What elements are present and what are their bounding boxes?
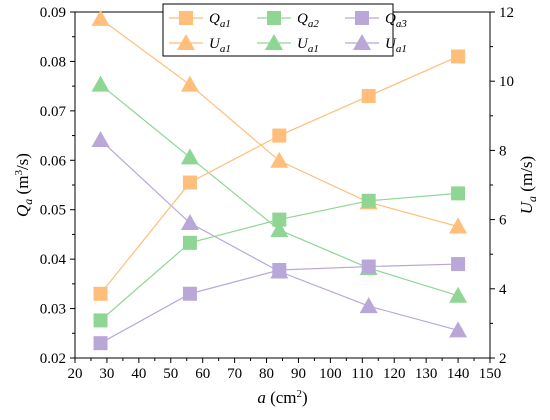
legend-marker: [179, 11, 193, 25]
y-left-tick-label: 0.05: [40, 203, 66, 219]
series-qa1-0: [93, 49, 466, 301]
data-point: [91, 75, 110, 92]
series-qa2-1: [93, 186, 466, 328]
legend-item: Ua1: [169, 34, 231, 55]
x-tick-label: 30: [99, 366, 114, 382]
y-right-tick-label: 10: [499, 74, 514, 90]
legend-label: Ua1: [385, 36, 407, 55]
data-point: [180, 148, 199, 165]
y-left-tick-label: 0.04: [40, 252, 67, 268]
legend-label: Qa1: [209, 11, 231, 30]
data-point: [272, 263, 287, 278]
x-tick-label: 40: [131, 366, 146, 382]
data-point: [180, 75, 199, 92]
legend-item: Ua1: [257, 34, 319, 55]
legend-item: Qa1: [169, 11, 231, 30]
legend: Qa1 Qa2 Qa3 Ua1 Ua1 Ua1: [162, 3, 407, 57]
y-left-tick-label: 0.02: [40, 351, 66, 367]
data-point: [449, 286, 468, 303]
y-left-tick-label: 0.08: [40, 54, 66, 70]
data-point: [361, 193, 376, 208]
legend-marker: [353, 34, 371, 50]
y-right-tick-label: 8: [499, 143, 507, 159]
series-line: [100, 55, 459, 295]
y-left-axis-title: Qa (m3/s): [13, 153, 35, 217]
legend-item: Qa2: [257, 11, 319, 30]
plot-frame: [74, 11, 491, 359]
data-point: [272, 128, 287, 143]
y-right-tick-label: 4: [499, 282, 507, 298]
data-point: [93, 286, 108, 301]
y-left-tick-label: 0.03: [40, 302, 66, 318]
x-tick-label: 90: [291, 366, 306, 382]
x-tick-label: 120: [383, 366, 406, 382]
y-right-tick-label: 2: [499, 351, 507, 367]
y-left-tick-label: 0.06: [40, 153, 67, 169]
data-point: [91, 9, 110, 26]
x-tick-label: 150: [479, 366, 502, 382]
x-tick-label: 100: [319, 366, 342, 382]
x-tick-label: 110: [351, 366, 373, 382]
data-point: [361, 259, 376, 274]
data-point: [270, 220, 289, 237]
x-axis-title: a (cm2): [257, 388, 307, 407]
data-point: [449, 321, 468, 338]
x-tick-label: 20: [68, 366, 83, 382]
data-point: [451, 257, 466, 272]
legend-label: Ua1: [297, 36, 319, 55]
x-tick-label: 140: [447, 366, 470, 382]
data-point: [361, 89, 376, 104]
legend-label: Qa2: [297, 11, 319, 30]
series-qa3-2: [93, 257, 466, 351]
data-point: [272, 212, 287, 227]
data-point: [93, 313, 108, 328]
legend-marker: [355, 11, 369, 25]
legend-item: Ua1: [345, 34, 407, 55]
y-left-tick-label: 0.09: [40, 5, 66, 21]
data-point: [449, 217, 468, 234]
y-right-tick-label: 12: [499, 5, 514, 21]
legend-marker: [265, 34, 283, 50]
data-point: [182, 286, 197, 301]
data-point: [359, 297, 378, 314]
legend-item: Qa3: [345, 11, 407, 30]
legend-label: Qa3: [385, 11, 407, 30]
axes-group: 20 30 40 50 60 70 80 90 100 110 120 130 140 150 0.02 0.…: [13, 5, 539, 407]
data-point: [182, 235, 197, 250]
y-right-tick-label: 6: [499, 213, 507, 229]
data-point: [270, 151, 289, 168]
legend-label: Ua1: [209, 36, 231, 55]
x-tick-label: 130: [415, 366, 438, 382]
data-point: [91, 131, 110, 148]
data-point: [451, 49, 466, 64]
y-left-tick-label: 0.07: [40, 104, 67, 120]
legend-marker: [267, 11, 281, 25]
x-tick-label: 50: [163, 366, 178, 382]
data-point: [182, 175, 197, 190]
data-point: [180, 214, 199, 231]
data-point: [451, 186, 466, 201]
x-tick-label: 70: [227, 366, 242, 382]
legend-marker: [177, 34, 195, 50]
x-tick-label: 80: [259, 366, 274, 382]
series-group: [91, 9, 468, 351]
x-tick-label: 60: [195, 366, 210, 382]
y-right-axis-title: Ua (m/s): [517, 156, 539, 214]
data-point: [93, 336, 108, 351]
